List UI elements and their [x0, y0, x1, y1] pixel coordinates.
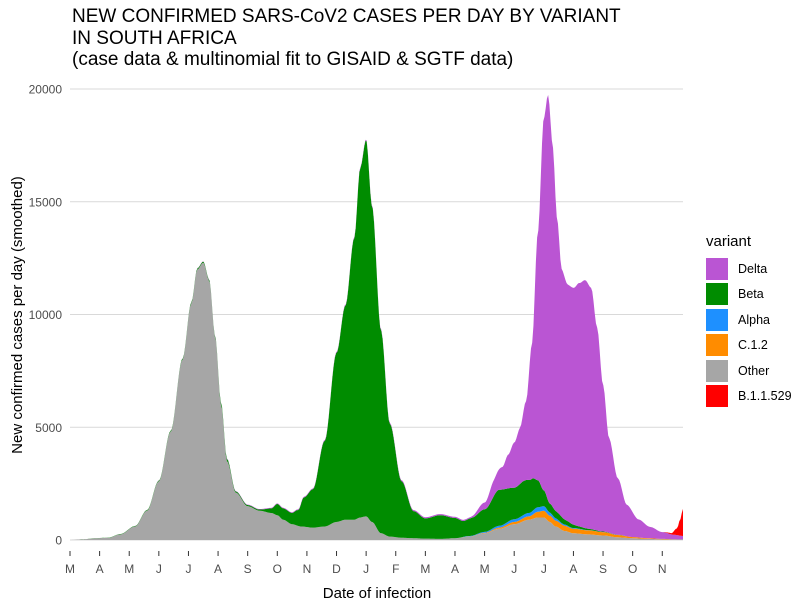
chart-title-line-2: IN SOUTH AFRICA [72, 27, 237, 49]
x-axis-title: Date of infection [323, 585, 431, 602]
x-tick-label: J [541, 562, 547, 576]
axes: 0 5000 10000 15000 20000 M A M J J A S O N D J F M A M J J A S O… [29, 83, 667, 577]
legend-label-delta: Delta [738, 261, 768, 276]
x-tick-label: J [511, 562, 517, 576]
x-tick-label: S [244, 562, 252, 576]
legend-swatch-other [706, 359, 728, 382]
area-other [70, 262, 683, 540]
x-tick-label: D [332, 562, 341, 576]
legend-item-alpha: Alpha [706, 307, 792, 333]
x-tick-label: A [569, 562, 577, 576]
y-tick-label: 5000 [35, 421, 62, 435]
x-tick-label: J [156, 562, 162, 576]
legend-swatch-alpha [706, 308, 728, 331]
legend-item-other: Other [706, 358, 792, 384]
legend-title: variant [706, 233, 752, 250]
y-tick-label: 0 [55, 534, 62, 548]
x-tick-label: J [185, 562, 191, 576]
legend-swatch-b-1-1-529 [706, 385, 728, 408]
x-tick-label: M [124, 562, 134, 576]
legend-label-other: Other [738, 363, 770, 378]
legend-label-beta: Beta [738, 287, 764, 302]
legend-swatch-c-1-2 [706, 334, 728, 357]
x-tick-label: F [392, 562, 399, 576]
x-tick-label: N [658, 562, 667, 576]
chart-title-line-3: (case data & multinomial fit to GISAID &… [72, 49, 514, 70]
legend-item-delta: Delta [706, 256, 792, 282]
chart-title-line-1: NEW CONFIRMED SARS-CoV2 CASES PER DAY BY… [72, 6, 621, 27]
area-delta [70, 95, 683, 541]
series-areas [70, 95, 683, 541]
x-tick-label: M [420, 562, 430, 576]
y-tick-label: 20000 [29, 83, 63, 97]
x-tick-label: O [273, 562, 282, 576]
x-tick-label: J [363, 562, 369, 576]
legend: variant Delta Beta Alpha C.1.2 Other B.1.1.52… [706, 233, 792, 409]
x-tick-label: A [96, 562, 104, 576]
x-tick-label: O [628, 562, 637, 576]
legend-swatch-beta [706, 283, 728, 306]
x-tick-label: M [480, 562, 490, 576]
x-tick-label: A [214, 562, 222, 576]
legend-label-b-1-1-529: B.1.1.529 [738, 389, 792, 404]
legend-label-alpha: Alpha [738, 312, 770, 327]
y-axis-title: New confirmed cases per day (smoothed) [9, 176, 26, 454]
y-tick-label: 15000 [29, 195, 63, 209]
legend-item-beta: Beta [706, 282, 792, 308]
x-tick-label: S [599, 562, 607, 576]
x-tick-label: N [303, 562, 312, 576]
legend-swatch-delta [706, 257, 728, 280]
area-beta [70, 140, 683, 541]
legend-items: Delta Beta Alpha C.1.2 Other B.1.1.529 [706, 256, 792, 409]
y-tick-label: 10000 [29, 308, 63, 322]
x-tick-label: A [451, 562, 459, 576]
x-tick-label: M [65, 562, 75, 576]
legend-label-c-1-2: C.1.2 [738, 338, 768, 353]
legend-item-b-1-1-529: B.1.1.529 [706, 384, 792, 410]
legend-item-c-1-2: C.1.2 [706, 333, 792, 359]
chart-title: NEW CONFIRMED SARS-CoV2 CASES PER DAY BY… [72, 6, 621, 71]
